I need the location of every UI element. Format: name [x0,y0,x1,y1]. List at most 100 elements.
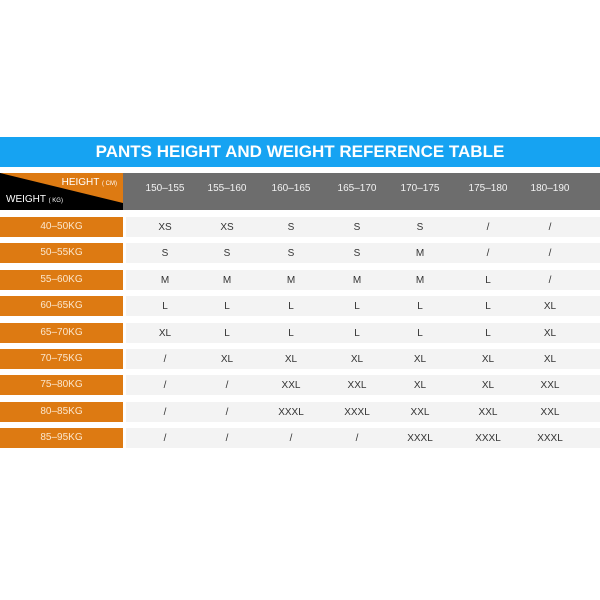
height-header-row [123,173,600,210]
size-cell: L [224,301,230,313]
size-cell: M [222,274,232,286]
table-row: 80–85KG / / XXXL XXXL XXL XXL XXL [0,401,600,422]
size-cell: L [485,274,491,286]
table-title: PANTS HEIGHT AND WEIGHT REFERENCE TABLE [0,137,600,167]
weight-cell: 55–60KG [0,269,123,290]
size-cell: / [548,222,552,233]
size-cell: XS [158,222,172,233]
size-cell: XXL [478,406,498,418]
size-cell: / [355,433,359,445]
size-cell: XL [350,354,364,365]
size-cell: L [417,327,423,339]
size-cell: XL [158,327,172,339]
table-row: 50–55KG S S S S M / / [0,243,600,264]
weight-cell: 60–65KG [0,296,123,317]
size-cell: S [416,222,424,233]
corner-diagonal [0,173,123,210]
size-cell: XXXL [475,433,501,445]
height-column-header: 170–175 [400,183,440,194]
size-cell: L [485,327,491,339]
size-cell: M [160,274,170,286]
size-cell: XXXL [407,433,433,445]
weight-cell: 85–95KG [0,428,123,449]
size-cell: / [289,433,293,445]
size-cell: / [548,274,552,286]
size-cell: / [548,248,552,260]
size-cells: L L L L L L XL [126,296,600,317]
size-cell: L [354,301,360,313]
size-cell: XS [220,222,234,233]
size-cell: M [415,248,425,260]
weight-cell: 50–55KG [0,243,123,264]
size-cell: XL [413,354,427,365]
table-row: 65–70KG XL L L L L L XL [0,322,600,343]
size-cell: XL [543,327,557,339]
corner-header: HEIGHT ( CM) WEIGHT ( KG) [0,173,123,210]
size-cell: / [225,406,229,418]
size-cells: / XL XL XL XL XL XL [126,349,600,369]
weight-cell: 80–85KG [0,401,123,422]
size-cells: XS XS S S S / / [126,217,600,237]
size-cells: S S S S M / / [126,243,600,264]
weight-cell: 75–80KG [0,375,123,396]
weight-cell: 70–75KG [0,349,123,369]
size-cell: L [224,327,230,339]
size-cell: L [162,301,168,313]
size-cell: XXL [347,380,367,392]
height-column-header: 155–160 [207,183,247,194]
size-cells: M M M M M L / [126,269,600,290]
size-cell: S [287,248,295,260]
size-cell: M [415,274,425,286]
size-cell: XXL [410,406,430,418]
size-cells: / / XXXL XXXL XXL XXL XXL [126,401,600,422]
size-cell: / [163,406,167,418]
size-cell: S [353,222,361,233]
height-column-header: 180–190 [530,183,570,194]
size-cell: L [485,301,491,313]
size-cell: / [225,433,229,445]
size-cell: XL [543,354,557,365]
size-cell: S [223,248,231,260]
size-cell: / [486,248,490,260]
table-row: 75–80KG / / XXL XXL XL XL XXL [0,375,600,396]
size-cell: / [163,380,167,392]
size-cell: XXL [540,380,560,392]
size-cell: M [286,274,296,286]
size-cells: XL L L L L L XL [126,322,600,343]
height-label: HEIGHT ( CM) [61,177,117,188]
size-cell: / [225,380,229,392]
weight-label: WEIGHT ( KG) [6,194,63,205]
size-cell: XXL [540,406,560,418]
size-cell: L [354,327,360,339]
size-cell: S [161,248,169,260]
table-row: 85–95KG / / / / XXXL XXXL XXXL [0,428,600,449]
size-cell: L [288,327,294,339]
size-cell: / [163,433,167,445]
size-cell: XXXL [344,406,370,418]
size-cell: XL [220,354,234,365]
size-cell: M [352,274,362,286]
size-cell: / [163,354,167,365]
size-cell: S [287,222,295,233]
size-cell: XL [543,301,557,313]
table-row: 70–75KG / XL XL XL XL XL XL [0,349,600,369]
size-cell: XXL [281,380,301,392]
size-cells: / / / / XXXL XXXL XXXL [126,428,600,449]
size-cell: / [486,222,490,233]
height-column-header: 175–180 [468,183,508,194]
table-row: 55–60KG M M M M M L / [0,269,600,290]
table-row: 40–50KG XS XS S S S / / [0,217,600,237]
height-column-header: 150–155 [145,183,185,194]
height-column-header: 165–170 [337,183,377,194]
size-cell: XL [481,354,495,365]
size-cell: L [288,301,294,313]
table-row: 60–65KG L L L L L L XL [0,296,600,317]
size-cell: XXXL [278,406,304,418]
size-cell: XXXL [537,433,563,445]
size-cell: S [353,248,361,260]
size-cell: XL [413,380,427,392]
size-cells: / / XXL XXL XL XL XXL [126,375,600,396]
size-cell: XL [284,354,298,365]
height-column-header: 160–165 [271,183,311,194]
weight-cell: 65–70KG [0,322,123,343]
